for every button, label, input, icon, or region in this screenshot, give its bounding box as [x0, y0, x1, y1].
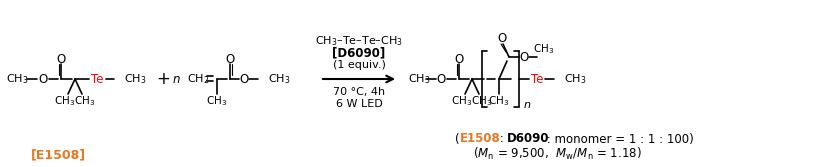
Text: CH$_3$: CH$_3$ — [268, 72, 290, 86]
Text: O: O — [38, 72, 48, 86]
Text: Te: Te — [531, 72, 543, 86]
Text: :: : — [496, 132, 507, 145]
Text: n: n — [172, 72, 180, 86]
Text: CH$_3$–Te–Te–CH$_3$: CH$_3$–Te–Te–CH$_3$ — [315, 34, 403, 48]
Text: CH$_3$: CH$_3$ — [207, 94, 228, 108]
Text: CH$_2$: CH$_2$ — [187, 72, 210, 86]
Text: CH$_3$: CH$_3$ — [489, 94, 510, 108]
Text: : monomer = 1 : 1 : 100): : monomer = 1 : 1 : 100) — [543, 132, 693, 145]
Text: O: O — [520, 50, 528, 63]
Text: O: O — [437, 72, 446, 86]
Text: O: O — [225, 52, 235, 65]
Text: ($M$$_\mathrm{n}$ = 9,500,  $M$$_\mathrm{w}$/$M$$_\mathrm{n}$ = 1.18): ($M$$_\mathrm{n}$ = 9,500, $M$$_\mathrm{… — [473, 146, 641, 162]
Text: CH$_3$: CH$_3$ — [408, 72, 431, 86]
Text: E1508: E1508 — [460, 132, 501, 145]
Text: O: O — [239, 72, 249, 86]
Text: CH$_3$: CH$_3$ — [533, 42, 554, 56]
Text: [D6090]: [D6090] — [333, 46, 385, 59]
Text: +: + — [156, 70, 170, 88]
Text: CH$_3$: CH$_3$ — [124, 72, 146, 86]
Text: CH$_3$: CH$_3$ — [564, 72, 586, 86]
Text: CH$_3$: CH$_3$ — [472, 94, 493, 108]
Text: O: O — [454, 52, 463, 65]
Text: D6090: D6090 — [507, 132, 550, 145]
Text: CH$_3$: CH$_3$ — [6, 72, 28, 86]
Text: Te: Te — [91, 72, 103, 86]
Text: (1 equiv.): (1 equiv.) — [333, 60, 385, 70]
Text: (: ( — [455, 132, 459, 145]
Text: CH$_3$: CH$_3$ — [451, 94, 472, 108]
Text: [E1508]: [E1508] — [30, 148, 85, 161]
Text: n: n — [524, 100, 531, 110]
Text: 70 °C, 4h: 70 °C, 4h — [333, 87, 385, 97]
Text: CH$_3$: CH$_3$ — [54, 94, 76, 108]
Text: 6 W LED: 6 W LED — [336, 99, 382, 109]
Text: O: O — [56, 52, 66, 65]
Text: O: O — [498, 32, 506, 44]
Text: CH$_3$: CH$_3$ — [75, 94, 96, 108]
